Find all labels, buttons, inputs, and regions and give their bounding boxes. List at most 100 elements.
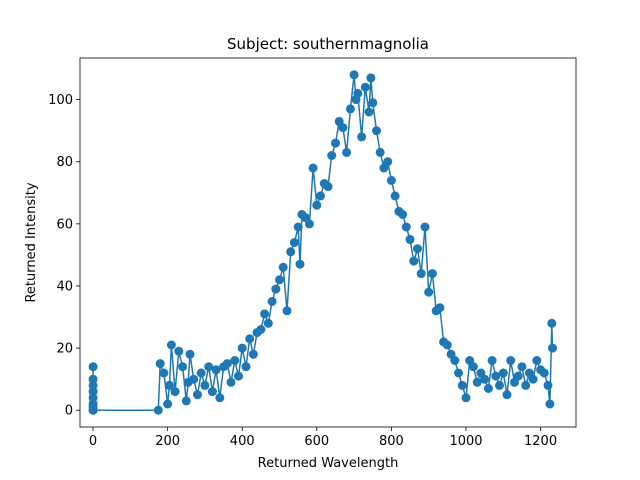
data-point: [450, 356, 460, 365]
data-point: [282, 306, 292, 316]
data-point: [491, 371, 501, 381]
data-point: [442, 340, 452, 350]
data-point: [256, 325, 266, 334]
data-point: [513, 371, 523, 381]
data-point: [349, 70, 359, 80]
data-point: [278, 262, 288, 272]
data-point: [372, 126, 381, 136]
data-point: [323, 182, 333, 192]
data-point: [416, 269, 426, 279]
data-point: [153, 405, 163, 415]
data-point: [170, 387, 180, 397]
x-tick-label: 0: [89, 434, 97, 449]
data-point: [342, 147, 352, 157]
y-tick-label: 0: [65, 404, 73, 419]
data-point: [345, 104, 355, 114]
data-point: [181, 396, 191, 406]
data-point: [196, 368, 206, 378]
data-point: [174, 346, 184, 356]
data-point: [316, 191, 325, 201]
data-point: [204, 362, 214, 372]
data-point: [409, 256, 419, 266]
data-point: [88, 393, 98, 403]
y-tick-label: 20: [56, 342, 73, 357]
data-point: [260, 309, 270, 319]
data-point: [245, 334, 255, 344]
data-point: [457, 380, 467, 390]
data-point: [424, 287, 434, 297]
data-point: [163, 399, 173, 409]
data-point: [200, 380, 210, 390]
data-point: [312, 200, 322, 210]
data-point: [88, 374, 98, 384]
data-point: [545, 399, 555, 409]
data-point: [165, 380, 174, 390]
data-point: [468, 362, 478, 372]
data-point: [226, 377, 236, 387]
data-point: [390, 191, 400, 201]
data-point: [193, 390, 202, 400]
data-point: [364, 107, 374, 117]
data-point: [506, 356, 516, 365]
data-point: [308, 163, 318, 173]
data-point: [222, 359, 232, 369]
x-axis: 0 200 400 600 800 1000 1200: [89, 427, 557, 449]
data-point: [543, 380, 553, 390]
data-point: [413, 244, 422, 254]
data-point: [207, 387, 217, 397]
x-tick-label: 1000: [449, 434, 482, 449]
chart-title: Subject: southernmagnolia: [227, 35, 429, 53]
data-point: [539, 368, 549, 378]
data-point: [295, 259, 305, 269]
data-point: [548, 343, 557, 353]
data-point: [215, 393, 225, 403]
y-tick-label: 100: [48, 93, 73, 108]
data-point: [338, 123, 348, 133]
data-point: [263, 318, 273, 328]
data-point: [357, 132, 367, 142]
data-point: [88, 387, 98, 397]
data-point: [401, 222, 411, 232]
data-point: [237, 343, 247, 353]
y-axis-label: Returned Intensity: [24, 182, 39, 302]
data-point: [528, 374, 538, 384]
data-point: [547, 318, 557, 328]
data-point: [286, 247, 296, 257]
data-point: [375, 147, 385, 157]
data-point: [435, 303, 445, 313]
y-tick-label: 40: [56, 279, 73, 294]
data-point: [532, 356, 542, 365]
data-point: [267, 297, 277, 306]
x-tick-label: 400: [230, 434, 255, 449]
y-axis: 0 20 40 60 80 100: [48, 93, 80, 419]
data-point: [521, 380, 531, 390]
data-point: [368, 98, 378, 108]
data-point: [517, 362, 527, 372]
x-tick-label: 200: [155, 434, 180, 449]
data-point: [502, 390, 512, 400]
data-point: [331, 138, 340, 148]
data-point: [383, 157, 393, 167]
data-point: [480, 374, 490, 384]
data-point: [360, 82, 370, 92]
data-point: [159, 368, 169, 378]
data-point: [289, 238, 299, 247]
data-point: [405, 234, 415, 244]
axes-frame: [79, 57, 577, 428]
data-point: [483, 384, 493, 393]
data-point: [304, 219, 314, 229]
data-point: [366, 73, 376, 83]
data-point: [398, 210, 408, 219]
y-tick-label: 80: [56, 155, 73, 170]
data-point: [166, 340, 176, 350]
data-point: [241, 362, 251, 372]
y-tick-label: 60: [56, 217, 73, 232]
data-point: [420, 222, 430, 232]
x-tick-label: 1200: [524, 434, 557, 449]
data-point: [427, 269, 437, 279]
data-point: [353, 88, 363, 98]
data-point: [248, 349, 258, 359]
plot-area: [88, 70, 557, 415]
data-point: [230, 356, 240, 365]
